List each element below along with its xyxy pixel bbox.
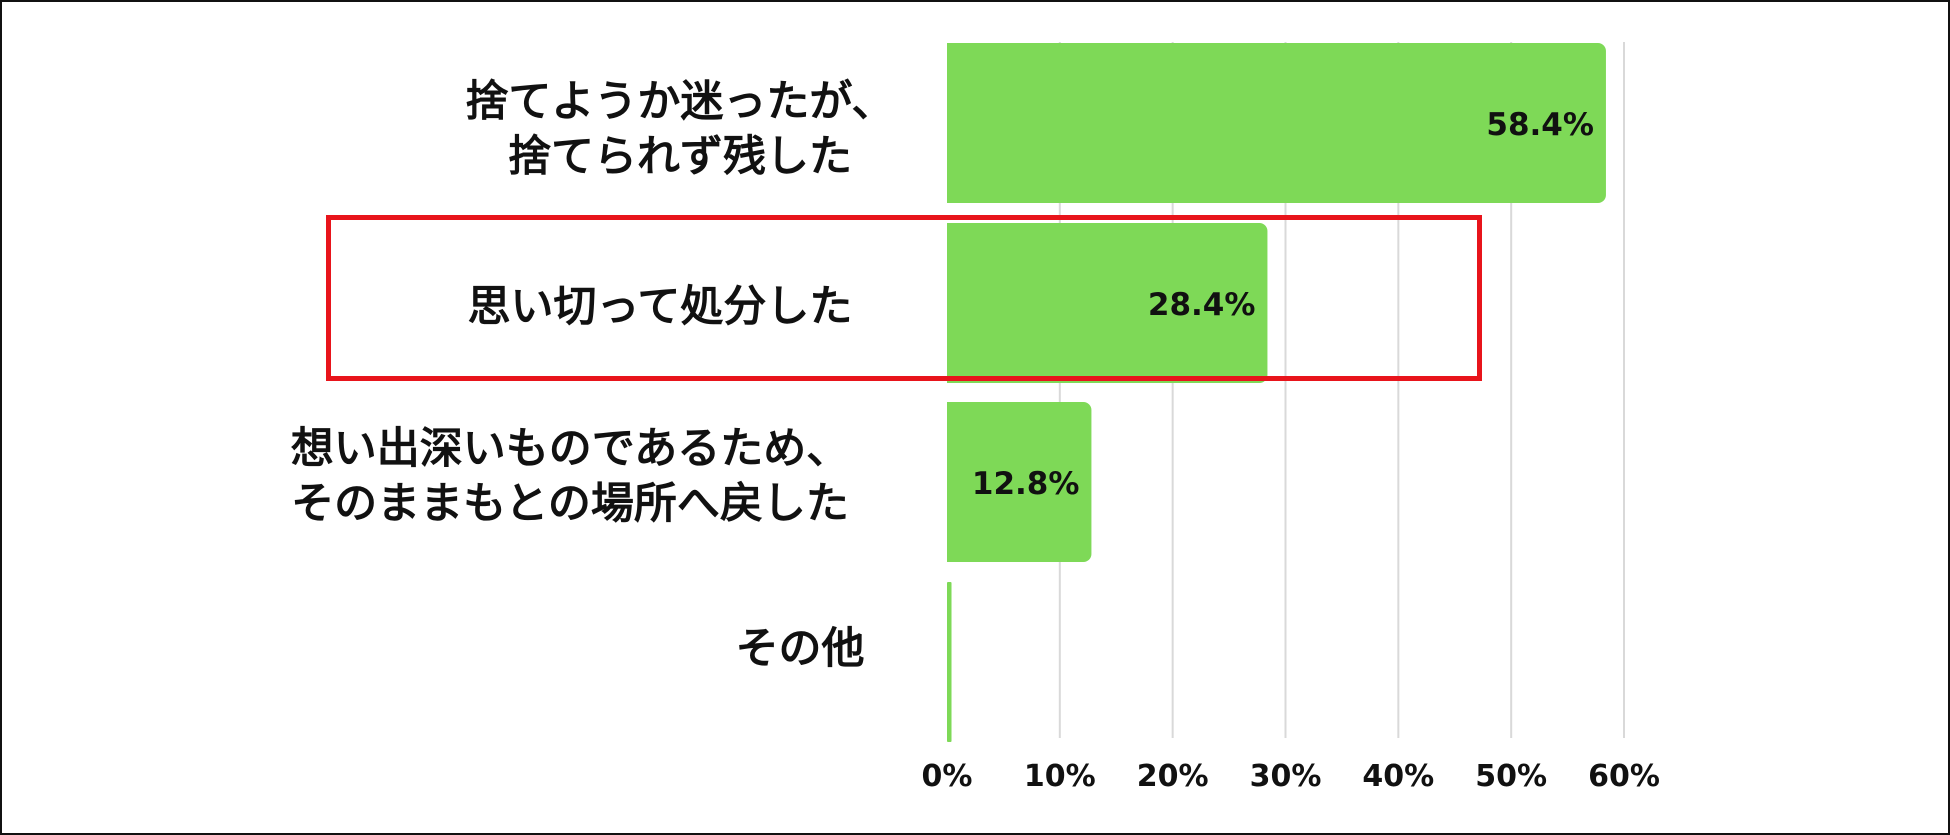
bar-edge — [947, 402, 959, 562]
bar — [947, 582, 952, 742]
bar — [947, 402, 1092, 562]
category-label-disposed: 思い切って処分した — [467, 282, 853, 332]
highlight-box — [326, 215, 1482, 381]
x-tick-label: 60% — [1588, 759, 1660, 794]
x-tick-label: 10% — [1024, 759, 1096, 794]
data-label: 58.4% — [1486, 107, 1594, 143]
x-tick-label: 30% — [1250, 759, 1322, 794]
bar-edge — [947, 43, 959, 203]
category-label-kept: 捨てようか迷ったが、 捨てられず残した — [465, 77, 895, 182]
x-tick-label: 0% — [922, 759, 973, 794]
category-label-other: その他 — [735, 624, 865, 674]
category-label-returned: 想い出深いものであるため、 そのままもとの場所へ戻した — [290, 424, 850, 529]
bar — [947, 43, 1606, 203]
x-tick-label: 40% — [1362, 759, 1434, 794]
bar-edge — [947, 223, 959, 383]
data-label: 12.8% — [972, 466, 1080, 502]
data-label: 28.4% — [1148, 287, 1256, 323]
x-tick-label: 50% — [1475, 759, 1547, 794]
bar — [947, 223, 1268, 383]
x-tick-label: 20% — [1137, 759, 1209, 794]
